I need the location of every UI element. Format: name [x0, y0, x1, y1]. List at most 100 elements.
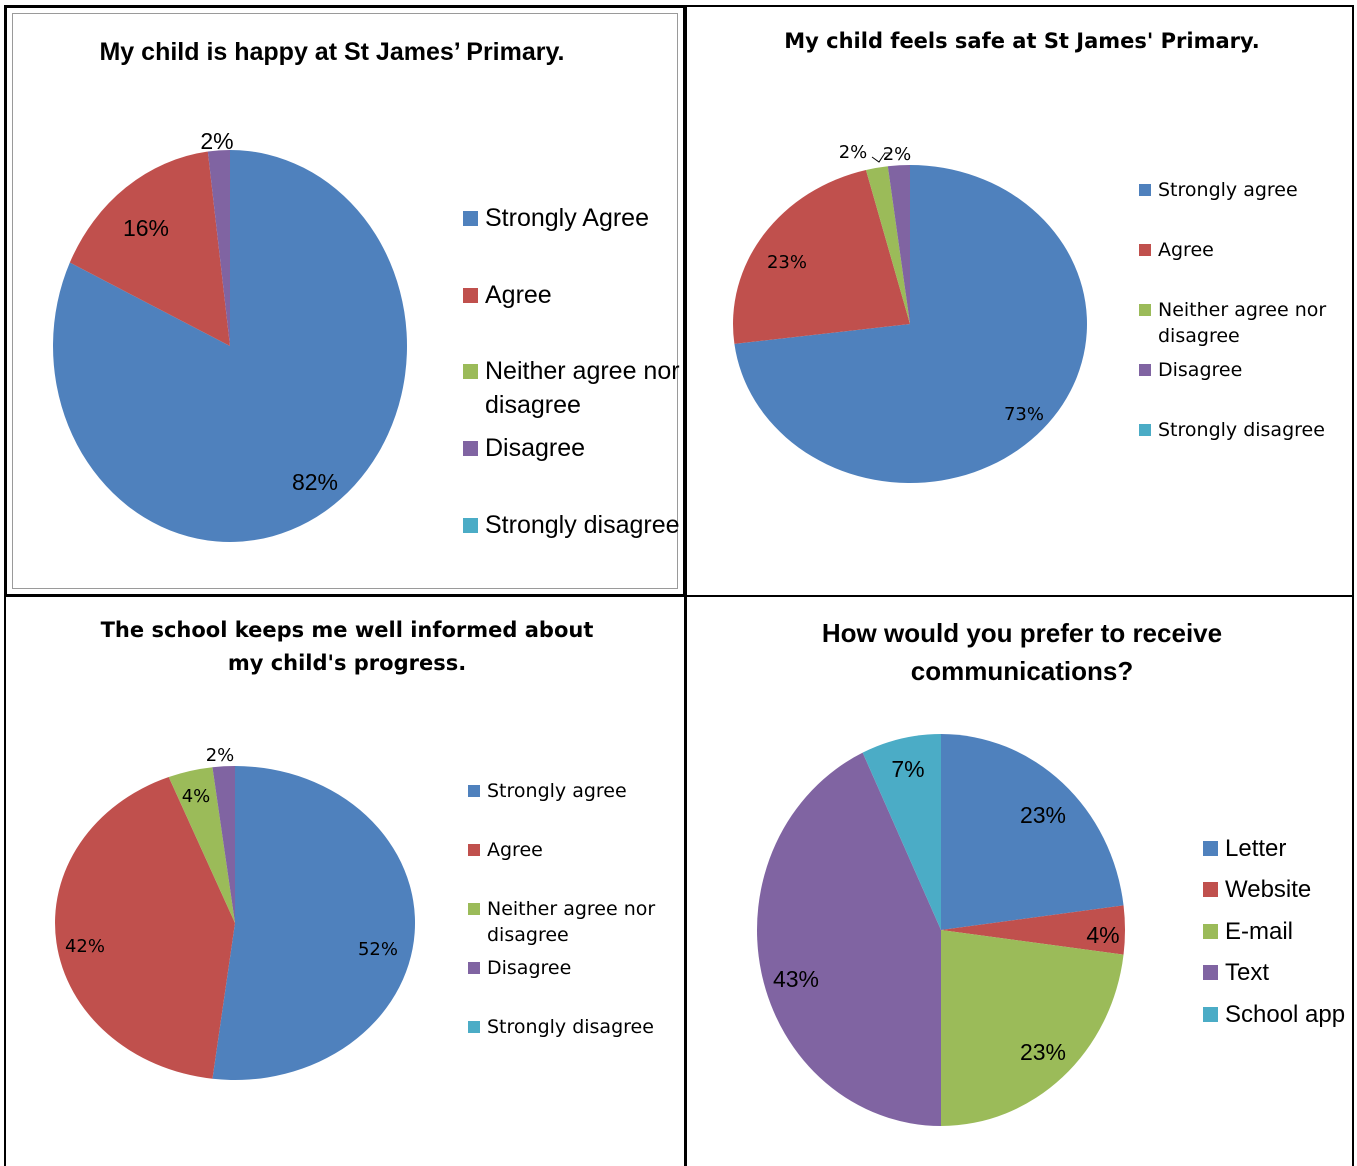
legend-label: Text	[1225, 959, 1270, 986]
pie-slice-neither-agree-nor-disagree	[168, 767, 235, 923]
pie-chart-informed: 52% 42% 4% 2%	[55, 745, 416, 1080]
legend-swatch	[1203, 965, 1218, 980]
legend-label: Strongly Agree	[485, 204, 649, 232]
data-label-agree: 16%	[123, 215, 169, 241]
legend-item-agree: Agree	[463, 281, 552, 310]
legend-label: School app	[1225, 1001, 1346, 1028]
legend-swatch	[1203, 841, 1218, 856]
data-label-letter: 23%	[1020, 802, 1066, 828]
legend-item-neither-line2: disagree	[1158, 323, 1240, 349]
legend-swatch	[463, 441, 478, 456]
chart-title-line: How would you prefer to receive	[821, 618, 1223, 648]
pie-slice-strongly-agree	[212, 766, 416, 1080]
chart-panel-communications: How would you prefer to receive communic…	[684, 595, 1354, 1166]
legend-item-email: E-mail	[1203, 918, 1293, 946]
legend-item-disagree: Disagree	[1139, 357, 1242, 383]
data-label-agree: 23%	[767, 252, 807, 273]
pie-slice-disagree	[212, 766, 235, 923]
legend-label: Strongly disagree	[487, 1016, 654, 1038]
legend-item-agree: Agree	[1139, 237, 1214, 263]
data-label-disagree: 2%	[206, 745, 235, 766]
legend-swatch	[463, 518, 478, 533]
data-label-website: 4%	[1086, 922, 1119, 948]
legend-item-school-app: School app	[1203, 1001, 1345, 1029]
legend-label: Strongly agree	[1158, 179, 1298, 201]
legend-swatch	[1203, 924, 1218, 939]
data-label-text: 43%	[773, 966, 819, 992]
legend-item-website: Website	[1203, 876, 1311, 904]
data-label-agree: 42%	[65, 936, 105, 957]
pie-slice-e-mail	[941, 930, 1124, 1126]
pie-slice-agree	[55, 777, 235, 1079]
legend-label: E-mail	[1225, 918, 1294, 945]
legend-label: disagree	[485, 391, 581, 419]
legend-label: Neither agree nor	[485, 357, 680, 385]
legend-swatch	[468, 903, 480, 915]
legend-item-neither-line2: disagree	[485, 391, 581, 420]
legend-label: Neither agree nor	[1158, 299, 1327, 321]
legend-label: Disagree	[1158, 359, 1243, 381]
pie-slice-school-app	[862, 734, 941, 930]
data-label-disagree: 2%	[883, 144, 912, 165]
pie-slice-strongly-agree	[734, 165, 1088, 483]
legend-label: Strongly disagree	[485, 511, 680, 539]
legend-item-agree: Agree	[468, 837, 543, 863]
legend-item-strongly-agree: Strongly agree	[1139, 177, 1298, 203]
legend-swatch	[1203, 1007, 1218, 1022]
legend-item-text: Text	[1203, 959, 1269, 987]
pie-slice-letter	[941, 734, 1124, 930]
legend-label: Neither agree nor	[487, 898, 656, 920]
pie-chart-safe: 73% 23% 2% 2%	[733, 142, 1088, 483]
legend-item-neither: Neither agree nor	[463, 357, 680, 386]
legend-label: disagree	[487, 924, 569, 946]
legend-label: Website	[1225, 876, 1312, 903]
legend-item-strongly-disagree: Strongly disagree	[463, 511, 680, 540]
legend-swatch	[1139, 304, 1151, 316]
pie-slice-text	[756, 752, 941, 1126]
legend-swatch	[1139, 364, 1151, 376]
chart-title-line: my child's progress.	[227, 651, 467, 675]
pie-slice-disagree	[887, 165, 910, 324]
legend-label: Letter	[1225, 835, 1287, 862]
legend-item-strongly-agree: Strongly Agree	[463, 204, 649, 233]
pie-chart-communications: 23% 4% 23% 43% 7%	[756, 734, 1126, 1126]
legend-item-strongly-disagree: Strongly disagree	[468, 1014, 654, 1040]
data-label-strongly-agree: 52%	[358, 939, 398, 960]
legend-swatch	[1139, 244, 1151, 256]
chart-title: How would you prefer to receive communic…	[687, 614, 1352, 690]
chart-title-line: communications?	[910, 656, 1134, 686]
chart-panel-happy: My child is happy at St James’ Primary. …	[4, 5, 686, 597]
chart-title: My child feels safe at St James' Primary…	[784, 29, 1260, 53]
legend-item-letter: Letter	[1203, 835, 1286, 863]
legend-label: Disagree	[485, 434, 586, 462]
pie-slice-neither-agree-nor-disagree	[865, 166, 910, 324]
legend-label: Strongly disagree	[1158, 419, 1325, 441]
chart-panel-safe: My child feels safe at St James' Primary…	[684, 5, 1354, 597]
chart-title: My child is happy at St James’ Primary.	[99, 38, 565, 66]
legend-swatch	[463, 288, 478, 303]
pie-slice-strongly-agree	[53, 150, 408, 542]
legend-swatch	[1139, 184, 1151, 196]
pie-chart-happy: 82% 16% 2%	[53, 128, 408, 542]
chart-panel-informed: The school keeps me well informed about …	[4, 595, 686, 1166]
legend-swatch	[468, 785, 480, 797]
legend-swatch	[468, 844, 480, 856]
legend-item-strongly-agree: Strongly agree	[468, 778, 627, 804]
legend-item-neither: Neither agree nor	[1139, 297, 1326, 323]
legend-swatch	[1139, 424, 1151, 436]
data-label-school-app: 7%	[891, 756, 924, 782]
legend-item-strongly-disagree: Strongly disagree	[1139, 417, 1325, 443]
pie-slice-website	[941, 905, 1126, 955]
legend-swatch	[463, 364, 478, 379]
legend-swatch	[468, 962, 480, 974]
legend-label: disagree	[1158, 325, 1240, 347]
data-label-disagree: 2%	[200, 128, 233, 154]
data-label-strongly-agree: 82%	[292, 469, 338, 495]
pie-slice-agree	[733, 170, 910, 344]
legend-label: Agree	[487, 839, 543, 861]
data-label-neither-agree-nor-disagree: 2%	[839, 142, 868, 163]
legend-item-neither: Neither agree nor	[468, 896, 655, 922]
chart-title: The school keeps me well informed about …	[6, 614, 684, 680]
legend-label: Disagree	[487, 957, 572, 979]
